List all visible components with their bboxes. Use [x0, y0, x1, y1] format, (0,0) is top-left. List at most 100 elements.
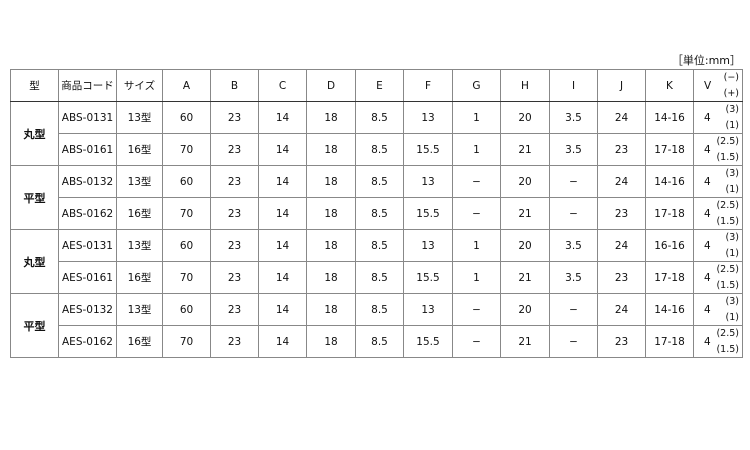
table-cell: 18: [306, 165, 356, 198]
table-cell: 8.5: [355, 229, 404, 262]
table-cell: 14: [258, 261, 307, 294]
v-value: 4: [704, 111, 711, 124]
table-cell: 13型: [116, 229, 163, 262]
table-row: 平型 AES-0132 13型 60 23 14 18 8.5 13−20−24 14-16 4 (3…: [10, 293, 743, 358]
column-header: 商品コード: [58, 69, 117, 102]
table-cell: 3.5: [549, 133, 598, 166]
table-cell: −: [452, 293, 501, 326]
v-sub-bottom: (1.5): [716, 344, 739, 355]
table-cell: AES-0161: [58, 261, 117, 294]
v-sub-top: (2.5): [716, 136, 739, 147]
type-cell: 丸型: [10, 229, 59, 294]
table-cell: 70: [162, 133, 211, 166]
table-cell: 1: [452, 101, 501, 134]
column-header: G: [452, 69, 501, 102]
table-cell: 13型: [116, 293, 163, 326]
table-cell: 23: [210, 197, 259, 230]
table-cell: 23: [597, 325, 646, 358]
table-cell: 23: [210, 165, 259, 198]
table-cell: −: [452, 325, 501, 358]
table-cell: 3.5: [549, 101, 598, 134]
table-cell: 23: [210, 293, 259, 326]
v-sub-top: (2.5): [716, 328, 739, 339]
v-cell: 4 (2.5) (1.5): [693, 197, 743, 230]
column-header: H: [500, 69, 550, 102]
v-sub-top: (2.5): [716, 200, 739, 211]
table-cell: 24: [597, 101, 646, 134]
table-cell: 14: [258, 229, 307, 262]
table-row: 平型 ABS-0132 13型 60 23 14 18 8.5 13−20−24 14-16 4 (3…: [10, 165, 743, 230]
v-value: 4: [704, 239, 711, 252]
table-cell: 23: [597, 133, 646, 166]
unit-label: ［単位:mm］: [671, 54, 741, 67]
table-cell: 18: [306, 197, 356, 230]
table-cell: 14-16: [645, 165, 694, 198]
table-cell: 18: [306, 101, 356, 134]
type-cell: 平型: [10, 165, 59, 230]
table-cell: ABS-0161: [58, 133, 117, 166]
table-cell: 20: [500, 165, 550, 198]
table-cell: 23: [210, 261, 259, 294]
table-cell: 23: [597, 261, 646, 294]
table-cell: 21: [500, 197, 550, 230]
table-cell: 8.5: [355, 101, 404, 134]
table-cell: 23: [210, 101, 259, 134]
v-value: 4: [704, 335, 711, 348]
table-cell: 13型: [116, 165, 163, 198]
table-row: 丸型 ABS-0131 13型 60 23 14 18 8.5 13 1 20 3.5 24 14-16 4…: [10, 101, 743, 166]
table-cell: 8.5: [355, 165, 404, 198]
table-cell: 16型: [116, 325, 163, 358]
column-header: サイズ: [116, 69, 163, 102]
table-cell: AES-0132: [58, 293, 117, 326]
v-cell: 4 (3) (1): [693, 165, 743, 198]
column-header: D: [306, 69, 356, 102]
table-cell: −: [549, 197, 598, 230]
v-sub-bottom: (1): [725, 184, 739, 195]
table-cell: 8.5: [355, 133, 404, 166]
table-cell: 18: [306, 229, 356, 262]
v-cell: 4 (2.5) (1.5): [693, 325, 743, 358]
table-cell: 14: [258, 293, 307, 326]
table-cell: 16型: [116, 261, 163, 294]
table-cell: 70: [162, 261, 211, 294]
table-cell: 23: [210, 133, 259, 166]
type-cell: 平型: [10, 293, 59, 358]
table-cell: AES-0162: [58, 325, 117, 358]
table-cell: 21: [500, 261, 550, 294]
column-header: I: [549, 69, 598, 102]
table-cell: −: [452, 165, 501, 198]
column-header: B: [210, 69, 259, 102]
v-value: 4: [704, 303, 711, 316]
table-cell: 15.5: [403, 197, 453, 230]
table-cell: 13: [403, 165, 453, 198]
v-sub-top: (2.5): [716, 264, 739, 275]
table-cell: 70: [162, 197, 211, 230]
v-sub-minus: (−): [723, 72, 739, 83]
table-cell: 15.5: [403, 133, 453, 166]
v-cell: 4 (3) (1): [693, 293, 743, 326]
table-cell: 18: [306, 293, 356, 326]
v-sub-top: (3): [725, 168, 739, 179]
table-row: 丸型 AES-0131 13型 60 23 14 18 8.5 13 1 20 3.5 24 16-16 4…: [10, 229, 743, 294]
v-sub-bottom: (1.5): [716, 152, 739, 163]
v-sub-bottom: (1.5): [716, 280, 739, 291]
table-cell: 24: [597, 165, 646, 198]
table-row: AES-0161 16型 70 23 14 18 8.5 15.5 1 21 3.5 23 17-18 4…: [11, 261, 743, 294]
table-cell: 13: [403, 101, 453, 134]
table-cell: 14: [258, 101, 307, 134]
table-cell: −: [452, 197, 501, 230]
table-cell: 17-18: [645, 133, 694, 166]
column-header: A: [162, 69, 211, 102]
table-cell: 14: [258, 197, 307, 230]
table-cell: 18: [306, 261, 356, 294]
table-cell: 60: [162, 101, 211, 134]
table-row: ABS-0161 16型 70 23 14 18 8.5 15.5 1 21 3.5 23 17-18 4…: [11, 133, 743, 166]
table-cell: 16-16: [645, 229, 694, 262]
table-cell: 20: [500, 101, 550, 134]
type-cell: 丸型: [10, 101, 59, 166]
table-cell: 13: [403, 293, 453, 326]
table-cell: 23: [210, 325, 259, 358]
table-cell: 18: [306, 133, 356, 166]
table-cell: AES-0131: [58, 229, 117, 262]
table-cell: 20: [500, 293, 550, 326]
